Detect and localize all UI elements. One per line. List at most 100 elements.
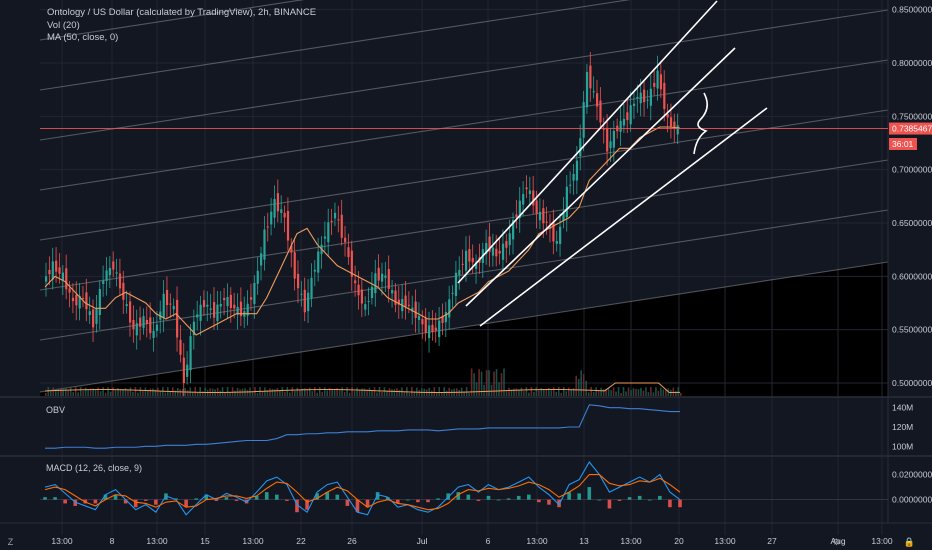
candle-body <box>256 270 259 284</box>
candle-body <box>303 289 306 313</box>
candle-body <box>666 114 669 118</box>
lock-icon[interactable]: 🔒 <box>903 537 916 547</box>
candle-body <box>421 319 424 325</box>
candle-body <box>68 288 71 293</box>
candle-body <box>122 282 125 300</box>
candle-body <box>202 300 206 308</box>
macd-histogram-bar <box>647 499 652 501</box>
candle-body <box>196 314 199 318</box>
candle-body <box>162 293 165 319</box>
volume-bar <box>632 388 635 396</box>
candle-body <box>286 210 290 241</box>
candle-body <box>646 99 649 101</box>
volume-bar <box>463 391 465 396</box>
volume-bar <box>562 387 565 396</box>
candle-body <box>317 251 320 273</box>
volume-bar <box>612 387 615 396</box>
macd-histogram-bar <box>123 499 128 504</box>
macd-histogram-bar <box>103 494 108 500</box>
volume-bar <box>229 392 231 396</box>
candle-body <box>397 299 400 305</box>
macd-histogram-bar <box>577 493 582 500</box>
candle-body <box>51 261 54 280</box>
macd-histogram-bar <box>395 499 400 504</box>
macd-histogram-bar <box>406 499 410 501</box>
volume-bar <box>625 391 627 396</box>
volume-bar <box>635 388 637 396</box>
candle-body <box>249 297 253 300</box>
volume-bar <box>383 387 386 396</box>
candle-body <box>579 138 582 157</box>
volume-bar <box>64 387 67 396</box>
candle-body <box>596 93 599 107</box>
candle-body <box>545 221 548 223</box>
candle-body <box>327 222 330 243</box>
annotation-brace <box>693 92 708 155</box>
volume-bar <box>470 368 473 396</box>
volume-bar <box>498 382 500 396</box>
candle-body <box>512 220 515 240</box>
macd-histogram-bar <box>385 497 390 500</box>
zoom-reset-button[interactable]: Z <box>7 537 14 547</box>
volume-bar <box>54 390 57 396</box>
candle-body <box>145 319 148 324</box>
volume-bar <box>261 391 264 396</box>
time-axis-tick: 22 <box>296 536 306 546</box>
candle-body <box>572 173 575 181</box>
volume-bar <box>321 391 324 396</box>
volume-bar <box>443 387 446 396</box>
volume-bar <box>62 389 65 396</box>
volume-bar <box>493 371 495 396</box>
candle-body <box>266 226 269 228</box>
volume-bar <box>535 387 538 396</box>
macd-histogram-bar <box>315 493 319 500</box>
candle-body <box>118 273 122 289</box>
volume-bar <box>154 389 157 396</box>
macd-histogram-bar <box>416 499 420 503</box>
volume-bar <box>124 387 127 396</box>
volume-bar <box>373 387 376 396</box>
candle-body <box>105 270 108 281</box>
candle-body <box>565 186 568 218</box>
volume-bar <box>665 388 667 396</box>
channel-upper-line <box>457 0 718 284</box>
volume-bar <box>119 388 122 396</box>
volume-bar <box>615 391 617 396</box>
volume-bar <box>114 390 117 396</box>
volume-bar <box>301 388 304 396</box>
volume-bar <box>567 387 570 396</box>
volume-bar <box>147 389 149 396</box>
macd-histogram-bar <box>456 492 461 500</box>
volume-bar <box>386 390 388 396</box>
candle-body <box>444 312 448 323</box>
volume-bar <box>480 371 483 396</box>
candle-body <box>377 267 380 281</box>
candle-body <box>609 141 612 149</box>
candle-body <box>152 330 155 338</box>
volume-bar <box>313 387 316 396</box>
candle-body <box>61 272 64 281</box>
candle-body <box>411 307 414 312</box>
volume-bar <box>348 392 351 396</box>
volume-bar <box>597 390 600 396</box>
candle-body <box>669 117 673 127</box>
fib-line <box>39 0 631 91</box>
fib-line <box>39 109 889 241</box>
candle-body <box>639 92 642 104</box>
macd-axis-tick: 0.0200000 <box>892 470 932 480</box>
volume-bar <box>69 387 72 396</box>
volume-bar <box>67 390 70 396</box>
candle-body <box>491 247 495 256</box>
volume-bar <box>117 388 119 396</box>
volume-bar <box>316 392 319 396</box>
fib-line <box>39 261 889 393</box>
volume-bar <box>157 387 159 396</box>
volume-bar <box>127 390 129 396</box>
settings-icon[interactable]: ⚙ <box>832 537 841 547</box>
volume-bar <box>186 390 189 396</box>
candle-body <box>142 316 145 329</box>
macd-histogram-bar <box>63 499 67 504</box>
countdown-tag <box>889 138 917 150</box>
